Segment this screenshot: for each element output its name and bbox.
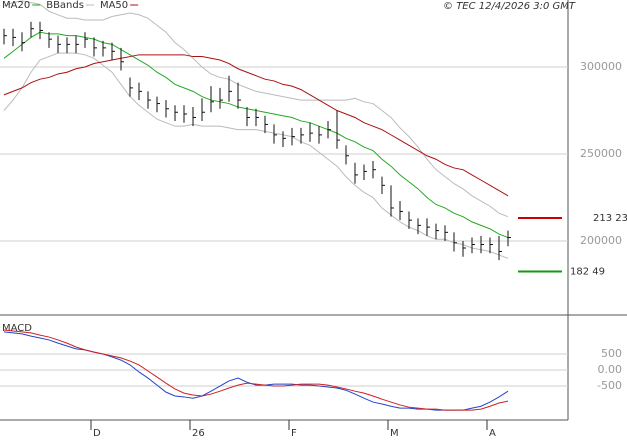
y-tick-label: 250000 (580, 147, 622, 160)
ma-line (3, 54, 509, 197)
band-upper (3, 0, 509, 218)
macd-line (3, 329, 509, 411)
legend-label: BBands (46, 0, 84, 11)
band-lower (3, 52, 509, 259)
x-tick-label: D (93, 428, 101, 439)
y-tick-label: -500 (597, 379, 622, 392)
y-tick-label: 0.00 (598, 363, 623, 376)
x-tick-label: A (489, 428, 496, 439)
x-tick-label: F (291, 428, 297, 439)
x-tick-label: M (390, 428, 399, 439)
level-label: 213 23 (593, 213, 627, 224)
x-tick-label: 26 (192, 428, 205, 439)
level-label: 182 49 (570, 267, 605, 278)
panel-title: MACD (2, 323, 32, 334)
chart-title: © TEC 12/4/2026 3:0 GMT (443, 1, 576, 12)
legend-label: MA50 (100, 0, 128, 11)
y-tick-label: 200000 (580, 234, 622, 247)
y-tick-label: 300000 (580, 60, 622, 73)
y-tick-label: 500 (601, 347, 622, 360)
legend-label: MA20 (2, 0, 30, 11)
